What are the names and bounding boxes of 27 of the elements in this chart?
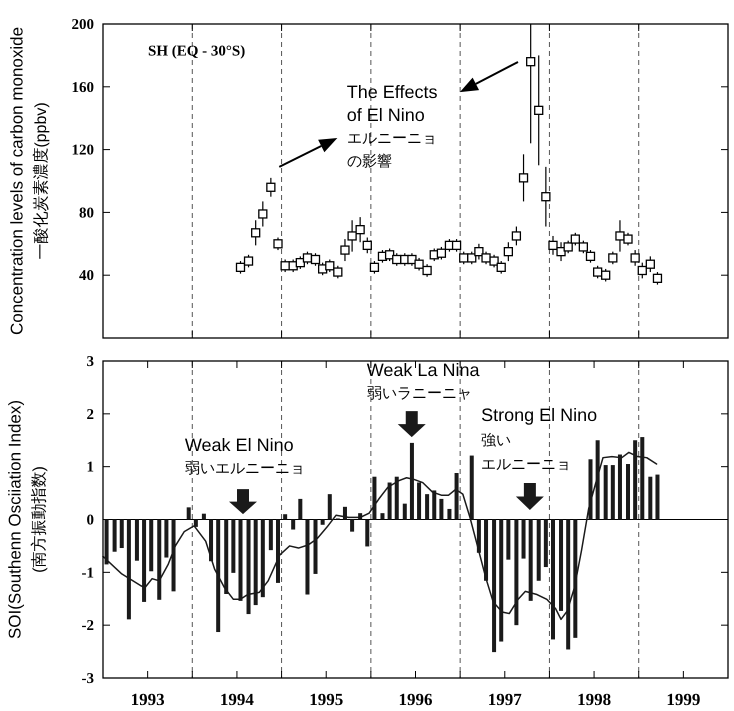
y-tick-label: -2 (82, 618, 94, 634)
x-tick-label: 1998 (577, 690, 612, 709)
annotation: Weak La Nina 弱いラニーニャ (366, 360, 480, 402)
x-tick-label: 1993 (130, 690, 165, 709)
x-tick-label: 1995 (309, 690, 344, 709)
y-tick-label: 3 (86, 354, 94, 370)
y-tick-label: 160 (72, 80, 94, 96)
y-tick-label: 2 (86, 406, 94, 423)
x-tick-label: 1997 (488, 690, 522, 709)
y-tick-label: 40 (79, 268, 94, 284)
annotation: Strong El Nino 強いエルニーニョ (481, 404, 598, 473)
x-tick-label: 1996 (398, 690, 432, 709)
y-tick-label: 0 (86, 512, 94, 528)
y-tick-label: -3 (82, 671, 94, 687)
y-tick-label: 1 (86, 460, 94, 476)
annotation: エルニーニョの影響 (346, 130, 437, 170)
y-axis-title: Concentration levels of carbon monoxide 一酸化炭素濃度(ppbv) (7, 26, 50, 336)
x-tick-label: 1994 (220, 690, 254, 709)
annotation: The Effects of El Nino (346, 82, 438, 126)
y-tick-label: 120 (72, 142, 94, 159)
annotation: Weak El Nino 弱いエルニーニョ (184, 435, 305, 478)
y-axis-title: SOI(Southenn Osciiation Index) (南方振動指数) (5, 400, 48, 640)
x-tick-label: 1999 (666, 690, 700, 709)
y-tick-label: -1 (82, 565, 94, 582)
annotation: SH (EQ - 30°S) (148, 43, 246, 60)
y-tick-label: 80 (79, 205, 94, 222)
y-tick-label: 200 (72, 17, 94, 33)
